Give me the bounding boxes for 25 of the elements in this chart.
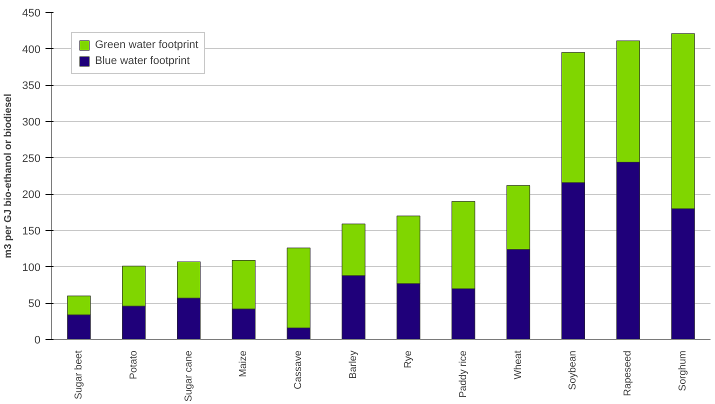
x-tick-label: Maize: [238, 350, 250, 378]
x-tick-label: Sorghum: [678, 350, 689, 392]
x-tick-label: Barley: [348, 350, 360, 379]
x-tick-label: Rapeseed: [622, 350, 634, 396]
y-tick-label: 350: [22, 80, 41, 92]
y-axis-title: m3 per GJ bio-ethanol or biodiesel: [3, 94, 14, 258]
y-tick-label: 250: [22, 152, 41, 165]
x-tick-label: Potato: [128, 350, 140, 380]
y-tick-label: 100: [22, 262, 41, 274]
legend-label: Blue water footprint: [95, 55, 190, 67]
x-tick-label: Cassave: [293, 350, 304, 390]
y-tick-label: 200: [22, 189, 41, 202]
x-tick-label: Wheat: [512, 350, 524, 380]
x-tick-label: Rye: [402, 350, 414, 368]
x-tick-label: Sugar cane: [183, 350, 194, 402]
x-tick-label: Paddy rice: [458, 350, 469, 398]
legend-label: Green water footprint: [95, 39, 198, 51]
y-tick-label: 150: [22, 226, 41, 238]
y-tick-label: 450: [22, 8, 41, 20]
y-tick-label: 300: [22, 116, 41, 128]
y-tick-label: 0: [34, 334, 41, 346]
x-tick-label: Sugar beet: [73, 350, 84, 400]
y-tick-label: 400: [22, 44, 41, 56]
y-tick-label: 50: [28, 298, 41, 310]
x-tick-label: Soybean: [568, 350, 579, 390]
